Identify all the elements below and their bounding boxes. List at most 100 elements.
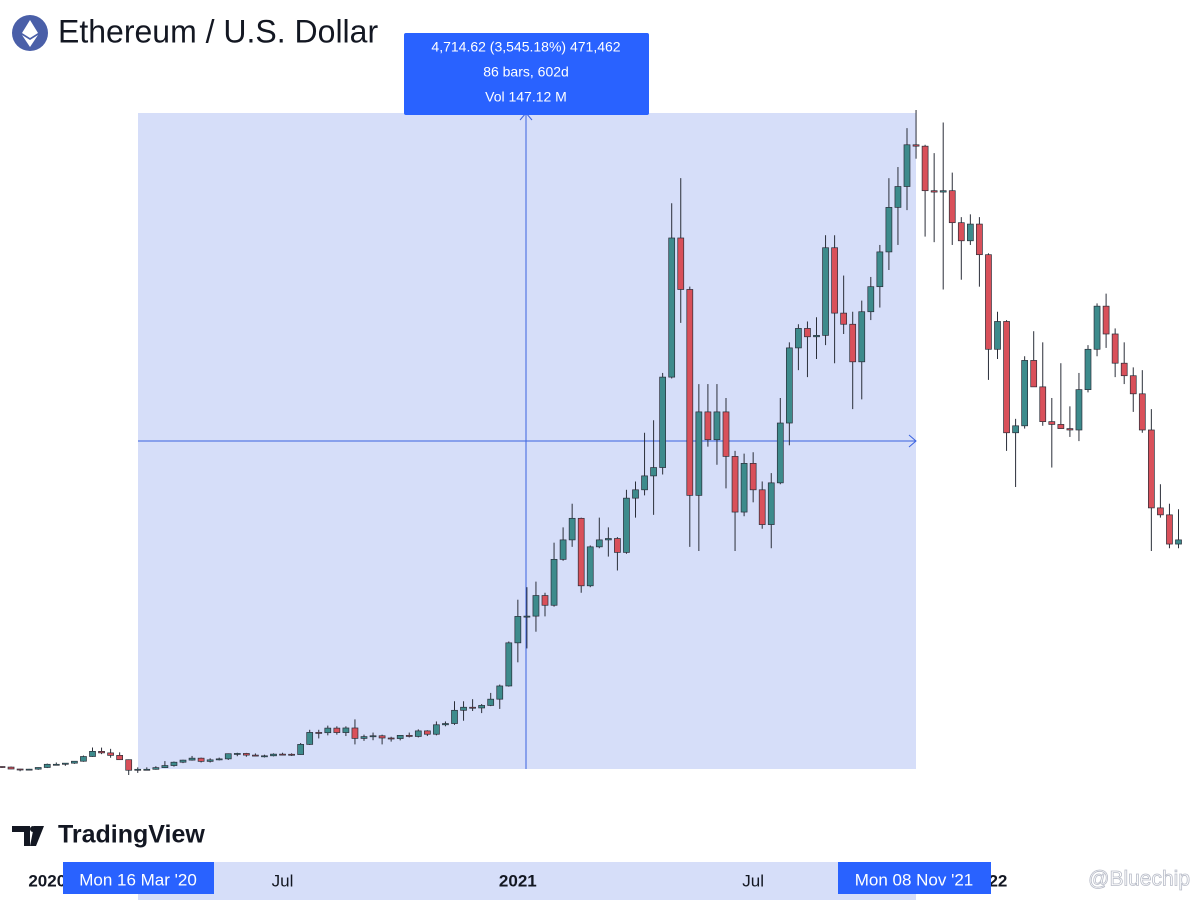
end-date: Mon 08 Nov '21 <box>855 870 974 889</box>
candle-body <box>451 709 458 724</box>
candle-body <box>749 463 757 491</box>
candle-body <box>1129 375 1137 395</box>
start-date: Mon 16 Mar '20 <box>79 870 197 889</box>
measure-change: 4,714.62 (3,545.18%) 471,462 <box>431 39 620 55</box>
candle-body <box>903 144 911 187</box>
candle-body <box>442 723 449 726</box>
candle-body <box>822 247 829 336</box>
candle-body <box>614 538 621 553</box>
candle-body <box>650 467 657 477</box>
background-layer <box>138 112 917 900</box>
candle-body <box>713 411 721 441</box>
measure-tooltip <box>404 33 649 115</box>
candle-body <box>776 422 784 484</box>
candle-body <box>215 758 223 761</box>
candle-body <box>659 376 667 468</box>
candle-body <box>478 705 485 709</box>
candle-body <box>1175 539 1182 545</box>
candle-body <box>731 456 739 513</box>
candle-body <box>641 475 648 491</box>
candle-body <box>98 750 105 754</box>
candle-body <box>279 753 286 756</box>
candle-body <box>1003 321 1010 434</box>
chart-title: Ethereum / U.S. Dollar <box>58 13 378 49</box>
x-tick-label: Jul <box>742 871 764 890</box>
candle-body <box>785 347 793 424</box>
candle-body <box>577 517 585 587</box>
candle-body <box>0 766 6 768</box>
candle-body <box>813 335 820 338</box>
candle-body <box>80 756 87 762</box>
candle-body <box>405 735 413 737</box>
brand-logo-dot <box>30 826 36 832</box>
candle-body <box>921 145 929 192</box>
foreground-layer: Ethereum / U.S. Dollar 4,714.62 (3,545.1… <box>12 13 649 849</box>
candle-body <box>849 323 857 363</box>
candle-body <box>351 727 359 739</box>
candle-body <box>668 237 676 378</box>
candle-body <box>966 223 974 242</box>
axis-range <box>138 862 916 900</box>
candle-body <box>505 642 513 687</box>
candle-body <box>595 539 603 548</box>
candle-body <box>894 186 902 208</box>
arrow-right <box>908 434 917 448</box>
candle-body <box>288 753 295 756</box>
candle-body <box>43 763 51 768</box>
candle-body <box>957 222 965 242</box>
candle-body <box>61 762 69 765</box>
candle-body <box>912 144 920 147</box>
candle-body <box>424 730 431 735</box>
candles <box>0 110 1182 775</box>
candle-body <box>342 727 350 733</box>
candle-body <box>387 737 395 740</box>
candle-body <box>523 615 531 618</box>
candle-body <box>143 768 151 771</box>
candle-body <box>1166 514 1173 545</box>
candle-body <box>1030 360 1038 388</box>
candle-body <box>297 744 304 755</box>
candle-body <box>722 411 730 457</box>
candle-body <box>831 247 838 314</box>
candle-body <box>261 755 268 758</box>
candle-body <box>532 595 540 617</box>
candle-body <box>333 727 341 733</box>
eth-glyph <box>22 20 38 47</box>
candle-body <box>107 752 114 756</box>
candle-body <box>976 223 983 256</box>
candle-body <box>233 753 241 755</box>
candle-body <box>939 190 947 193</box>
candle-body <box>224 753 232 760</box>
candle-body <box>1102 305 1110 335</box>
candle-body <box>170 761 178 766</box>
candle-body <box>179 759 187 763</box>
candle-body <box>487 698 495 706</box>
candle-body <box>1147 429 1155 509</box>
candle-body <box>1012 425 1019 434</box>
candle-body <box>1057 424 1065 429</box>
candle-body <box>496 685 504 700</box>
candle-body <box>586 546 594 587</box>
candle-body <box>623 497 630 553</box>
candle-body <box>188 757 196 761</box>
candle-body <box>25 768 33 771</box>
candle-body <box>433 724 440 735</box>
brand-logo <box>12 826 44 846</box>
x-tick-label: 2021 <box>499 871 537 890</box>
candle-body <box>686 289 694 496</box>
candle-body <box>360 736 368 739</box>
candle-body <box>948 190 956 224</box>
candle-body <box>243 753 250 756</box>
candle-body <box>1066 428 1074 431</box>
candle-body <box>568 517 576 541</box>
x-tick-label: Jul <box>272 871 294 890</box>
candle-body <box>71 760 78 764</box>
candle-body <box>930 190 938 193</box>
x-tick-label: 2020 <box>28 871 66 890</box>
candle-body <box>985 254 992 350</box>
measure-bars: 86 bars, 602d <box>483 64 569 80</box>
candle-body <box>52 763 60 766</box>
candle-body <box>704 411 712 441</box>
candle-body <box>460 706 467 711</box>
